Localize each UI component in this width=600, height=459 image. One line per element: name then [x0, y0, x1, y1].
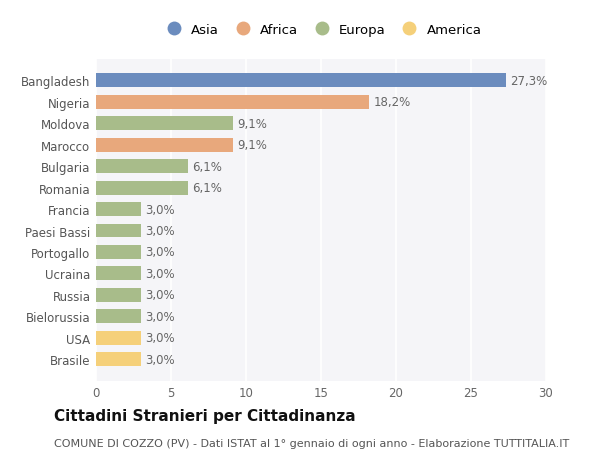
Bar — [96, 310, 141, 324]
Text: 3,0%: 3,0% — [146, 331, 175, 345]
Text: 3,0%: 3,0% — [146, 224, 175, 237]
Legend: Asia, Africa, Europa, America: Asia, Africa, Europa, America — [158, 21, 484, 39]
Text: 3,0%: 3,0% — [146, 246, 175, 259]
Bar — [96, 160, 187, 174]
Text: 3,0%: 3,0% — [146, 289, 175, 302]
Bar — [96, 181, 187, 195]
Text: Cittadini Stranieri per Cittadinanza: Cittadini Stranieri per Cittadinanza — [54, 408, 356, 423]
Bar — [96, 353, 141, 366]
Bar — [96, 95, 369, 110]
Bar — [96, 117, 233, 131]
Text: 3,0%: 3,0% — [146, 353, 175, 366]
Bar — [96, 224, 141, 238]
Text: 3,0%: 3,0% — [146, 310, 175, 323]
Text: 6,1%: 6,1% — [192, 182, 222, 195]
Text: 3,0%: 3,0% — [146, 267, 175, 280]
Bar — [96, 267, 141, 281]
Text: 6,1%: 6,1% — [192, 160, 222, 174]
Text: 9,1%: 9,1% — [237, 139, 267, 152]
Bar — [96, 331, 141, 345]
Bar — [96, 246, 141, 259]
Text: 9,1%: 9,1% — [237, 118, 267, 130]
Text: 27,3%: 27,3% — [510, 75, 547, 88]
Bar — [96, 74, 505, 88]
Bar — [96, 288, 141, 302]
Bar — [96, 139, 233, 152]
Text: COMUNE DI COZZO (PV) - Dati ISTAT al 1° gennaio di ogni anno - Elaborazione TUTT: COMUNE DI COZZO (PV) - Dati ISTAT al 1° … — [54, 438, 569, 448]
Text: 3,0%: 3,0% — [146, 203, 175, 216]
Text: 18,2%: 18,2% — [373, 96, 411, 109]
Bar — [96, 203, 141, 217]
